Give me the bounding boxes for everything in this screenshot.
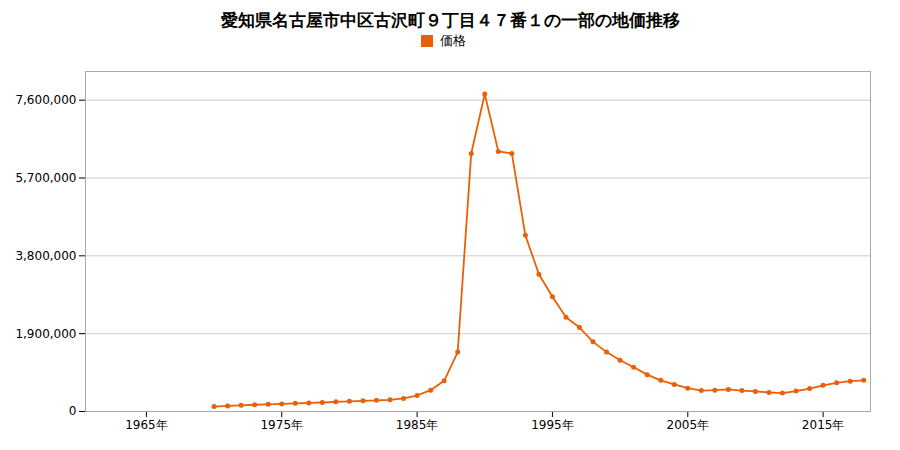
html-text:価格: 価格 (439, 32, 466, 48)
html-text:愛知県名古屋市中区古沢町９丁目４７番１の一部の地価推移: 愛知県名古屋市中区古沢町９丁目４７番１の一部の地価推移 (220, 10, 680, 30)
svg-text:2005年: 2005年 (667, 418, 710, 432)
svg-text:1995年: 1995年 (531, 418, 574, 432)
svg-text:1975年: 1975年 (260, 418, 303, 432)
svg-text:7,600,000: 7,600,000 (15, 93, 76, 107)
svg-text:1965年: 1965年 (125, 418, 168, 432)
svg-text:1985年: 1985年 (396, 418, 439, 432)
svg-text:2015年: 2015年 (802, 418, 845, 432)
svg-text:1,900,000: 1,900,000 (15, 327, 76, 341)
svg-text:0: 0 (69, 404, 77, 418)
svg-text:3,800,000: 3,800,000 (15, 249, 76, 263)
svg-text:5,700,000: 5,700,000 (15, 171, 76, 185)
